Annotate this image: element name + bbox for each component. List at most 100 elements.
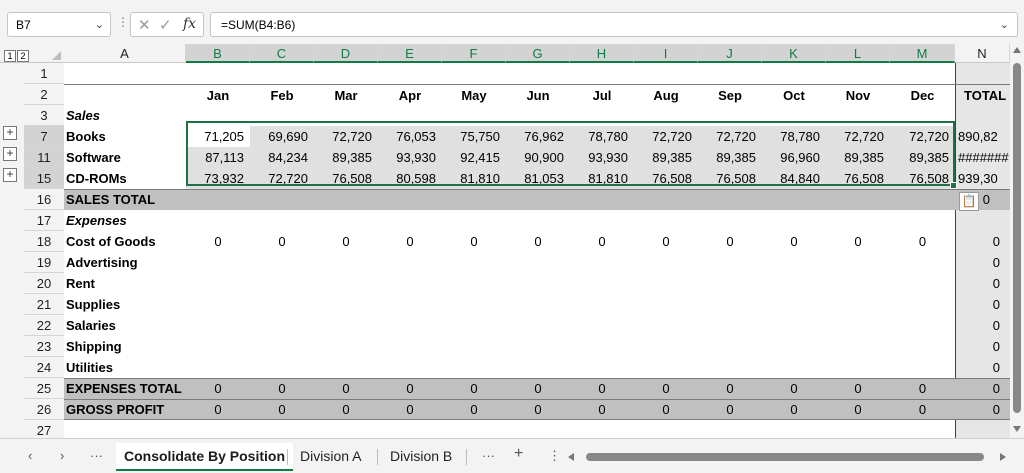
vertical-scroll-thumb[interactable] (1013, 63, 1021, 413)
data-cell[interactable]: 0 (726, 381, 734, 396)
column-header-d[interactable]: D (314, 44, 378, 63)
row-label[interactable]: SALES TOTAL (66, 192, 156, 207)
fill-handle[interactable] (950, 182, 957, 189)
data-cell[interactable]: 87,113 (186, 147, 250, 168)
row-header[interactable]: 1 (24, 63, 64, 84)
data-cell[interactable]: 72,720 (890, 126, 955, 147)
data-cell[interactable]: 0 (854, 381, 862, 396)
data-cell[interactable]: 0 (278, 234, 286, 249)
header-cell[interactable]: Jul (592, 88, 612, 103)
row-header[interactable]: 18 (24, 231, 64, 252)
data-cell[interactable]: 0 (662, 381, 670, 396)
row-label[interactable]: EXPENSES TOTAL (66, 381, 182, 396)
data-cell[interactable]: 0 (598, 402, 606, 417)
header-cell[interactable]: Feb (270, 88, 294, 103)
header-cell[interactable]: Oct (783, 88, 805, 103)
data-cell[interactable]: 0 (790, 381, 798, 396)
enter-icon[interactable]: ✓ (159, 17, 172, 34)
total-cell[interactable]: 0 (992, 255, 1000, 270)
data-cell[interactable]: 0 (918, 402, 927, 417)
data-cell[interactable]: 0 (854, 234, 862, 249)
formula-input[interactable]: =SUM(B4:B6) ⌄ (210, 12, 1018, 37)
data-cell[interactable]: 0 (662, 234, 670, 249)
worksheet-grid[interactable]: Jan Feb Mar Apr May Jun Jul Aug Sep Oct … (64, 63, 1010, 438)
row-label[interactable]: CD-ROMs (66, 171, 127, 186)
horizontal-scroll-thumb[interactable] (586, 453, 984, 461)
column-header-c[interactable]: C (250, 44, 314, 63)
data-cell[interactable]: 93,930 (570, 147, 634, 168)
data-cell[interactable]: 0 (342, 381, 350, 396)
data-cell[interactable]: 0 (790, 234, 798, 249)
data-cell[interactable]: 89,385 (634, 147, 698, 168)
expand-group-plus-icon[interactable]: + (3, 147, 17, 161)
scroll-right-icon[interactable] (1000, 453, 1006, 461)
row-label[interactable]: Supplies (66, 297, 121, 312)
row-header[interactable]: 19 (24, 252, 64, 273)
data-cell[interactable]: 78,780 (570, 126, 634, 147)
total-cell[interactable]: 0 (992, 318, 1000, 333)
data-cell[interactable]: 76,508 (890, 168, 955, 189)
row-header[interactable]: 7 (24, 126, 64, 147)
data-cell[interactable]: 0 (534, 381, 542, 396)
data-cell[interactable]: 0 (470, 381, 478, 396)
header-cell[interactable]: Sep (718, 88, 742, 103)
total-cell[interactable]: ####### (958, 150, 1009, 165)
data-cell[interactable]: 96,960 (762, 147, 826, 168)
data-cell[interactable]: 0 (342, 234, 350, 249)
data-cell[interactable]: 78,780 (762, 126, 826, 147)
data-cell[interactable]: 0 (534, 234, 542, 249)
row-label[interactable]: Shipping (66, 339, 122, 354)
formula-text[interactable]: =SUM(B4:B6) (221, 18, 296, 32)
row-header[interactable]: 26 (24, 399, 64, 420)
data-cell[interactable]: 0 (342, 402, 350, 417)
data-cell[interactable]: 84,234 (250, 147, 314, 168)
row-label[interactable]: GROSS PROFIT (66, 402, 165, 417)
row-header[interactable]: 25 (24, 378, 64, 399)
data-cell[interactable]: 0 (726, 234, 734, 249)
data-cell[interactable]: 92,415 (442, 147, 506, 168)
data-cell[interactable]: 72,720 (698, 126, 762, 147)
prev-sheet-icon[interactable]: ‹ (28, 448, 33, 463)
insert-function-icon[interactable]: fx (183, 16, 197, 32)
vertical-scrollbar[interactable] (1010, 44, 1024, 438)
column-header-k[interactable]: K (762, 44, 826, 63)
sheet-tab-division-b[interactable]: Division B (390, 448, 453, 464)
data-cell[interactable]: 72,720 (826, 126, 890, 147)
data-cell[interactable]: 71,205 (204, 129, 244, 144)
more-sheets-right-button[interactable]: ··· (482, 448, 495, 463)
data-cell[interactable]: 90,900 (506, 147, 570, 168)
data-cell[interactable]: 0 (534, 402, 542, 417)
header-cell[interactable]: Nov (845, 88, 871, 103)
outline-level-2-button[interactable]: 2 (17, 50, 29, 62)
sheet-tab-consolidate[interactable]: Consolidate By Position (116, 443, 294, 471)
data-cell[interactable]: 89,385 (698, 147, 762, 168)
row-label[interactable]: Utilities (66, 360, 113, 375)
data-cell[interactable]: 73,932 (186, 168, 250, 189)
expand-group-plus-icon[interactable]: + (3, 126, 17, 140)
header-cell[interactable]: Mar (334, 88, 358, 103)
data-cell[interactable]: 89,385 (314, 147, 378, 168)
column-header-h[interactable]: H (570, 44, 634, 63)
formula-bar-grip-icon[interactable]: ⋮ (117, 15, 129, 29)
header-cell[interactable]: Dec (910, 88, 935, 103)
next-sheet-icon[interactable]: › (60, 448, 65, 463)
row-header[interactable]: 2 (24, 84, 64, 105)
header-cell[interactable]: Apr (398, 88, 422, 103)
column-header-a[interactable]: A (64, 44, 186, 63)
outline-level-1-button[interactable]: 1 (4, 50, 16, 62)
total-cell[interactable]: 0 (992, 381, 1000, 396)
row-header[interactable]: 11 (24, 147, 64, 168)
row-label[interactable]: Software (66, 150, 121, 165)
chevron-down-icon[interactable]: ⌄ (94, 19, 104, 31)
total-cell[interactable]: 890,82 (958, 129, 998, 144)
data-cell[interactable]: 0 (214, 402, 222, 417)
column-header-f[interactable]: F (442, 44, 506, 63)
header-cell[interactable]: Jan (206, 88, 230, 103)
data-cell[interactable]: 0 (470, 234, 478, 249)
data-cell[interactable]: 0 (470, 402, 478, 417)
data-cell[interactable]: 89,385 (890, 147, 955, 168)
column-header-i[interactable]: I (634, 44, 698, 63)
horizontal-scrollbar[interactable] (568, 451, 1012, 463)
row-label[interactable]: Cost of Goods (66, 234, 156, 249)
data-cell[interactable]: 81,810 (442, 168, 506, 189)
